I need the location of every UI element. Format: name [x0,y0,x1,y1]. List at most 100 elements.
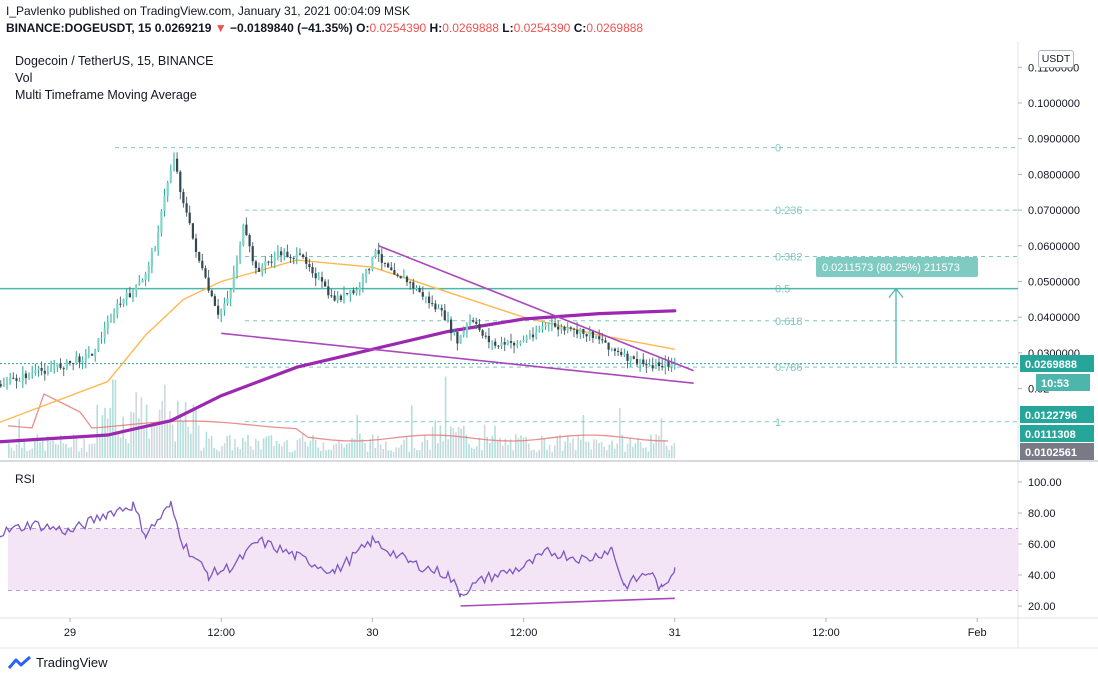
candle-body [450,319,453,334]
candle-body [513,342,516,346]
candle-body [261,266,264,273]
candle-body [43,370,46,374]
currency-badge[interactable]: USDT [1038,50,1074,68]
brand-name: TradingView [36,655,108,670]
candle-body [251,246,254,262]
candle-body [576,329,579,335]
candle-body [443,310,446,321]
volume-bar [564,441,566,458]
candle-body [103,328,106,338]
volume-bar [650,434,652,458]
volume-bar [312,434,314,458]
volume-bar [210,435,213,458]
volume-bar [580,439,582,458]
candle-body [245,224,248,236]
open-value: 0.0254390 [369,21,427,35]
candle-body [125,293,128,300]
volume-bar [486,436,488,458]
candle-body [317,277,320,279]
volume-bar [13,450,15,458]
volume-bar [184,402,187,458]
candle-body [635,359,639,365]
candle-body [500,342,503,347]
volume-bar [483,424,486,458]
candle-body [191,223,194,239]
volume-bar [8,443,10,458]
volume-bar [619,407,621,458]
candle-body [642,359,645,365]
candle-body [18,380,21,382]
volume-bar [356,414,358,458]
candle-body [235,259,239,274]
volume-bar [75,438,78,458]
volume-bar [226,436,228,458]
volume-bar [327,449,330,458]
rsi-divergence-line [460,597,675,607]
candle-body [620,352,623,355]
volume-bar [125,438,127,458]
volume-bar [114,379,117,458]
volume-bar [457,426,460,458]
volume-bar [538,449,540,458]
symbol-label: BINANCE:DOGEUSDT, 15 [6,21,152,35]
candle-body [336,295,339,301]
candle-body [399,276,402,279]
volume-bar [507,444,509,458]
tradingview-brand[interactable]: TradingView [8,655,108,670]
candle-body [320,277,324,282]
candle-body [387,263,390,268]
candle-body [257,267,261,272]
volume-bar [262,438,265,458]
volume-bar [117,433,119,458]
candle-body [210,290,213,297]
candle-body [128,293,131,298]
volume-bar [158,409,161,458]
volume-bar [398,447,400,458]
volume-bar [41,438,44,458]
candle-body [182,191,185,204]
candle-body [645,364,648,366]
candle-body [588,331,591,337]
trend-line-upper [378,245,694,372]
volume-bar [606,450,608,458]
volume-bar [624,451,626,458]
volume-bar [39,442,41,458]
volume-bar [663,439,665,458]
candle-body [639,359,642,365]
candle-body [308,264,311,267]
candle-body [339,295,342,300]
candle-body [396,274,399,277]
volume-bar [343,447,345,458]
candle-body [59,363,62,369]
last-price: 0.0269219 [154,21,212,35]
candle-body [434,303,437,310]
volume-bar [333,444,335,458]
candle-body [623,353,626,355]
price-change: −0.0189840 (−41.35%) [230,21,353,35]
volume-bar [229,435,231,458]
candle-body [302,254,305,257]
candle-body [475,321,478,324]
volume-bar [554,445,556,458]
candle-body [2,385,5,387]
volume-bar [434,420,436,458]
volume-bar [608,444,611,458]
candle-body [273,257,276,262]
volume-bar [470,447,473,458]
volume-bar [533,449,535,458]
volume-bar [496,440,499,458]
volume-bar [348,443,351,458]
volume-bar [171,424,174,458]
volume-bar [429,449,431,458]
time-tick-label: 30 [366,627,378,639]
candle-body [594,336,598,338]
volume-bar [291,451,293,458]
volume-bar [145,404,148,458]
candle-body [286,251,289,257]
candle-body [566,327,569,331]
volume-bar [335,443,338,458]
high-value: 0.0269888 [442,21,499,35]
volume-bar [28,449,31,458]
volume-bar [242,437,244,458]
